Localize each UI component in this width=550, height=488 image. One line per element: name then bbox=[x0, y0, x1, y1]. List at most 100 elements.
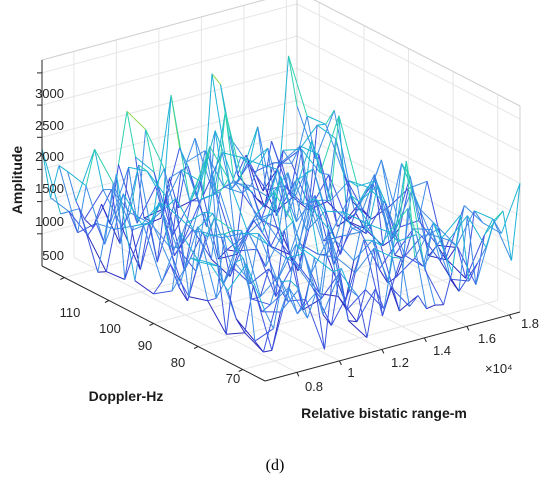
x-exponent-label: ×10⁴ bbox=[485, 361, 513, 376]
mesh-segment bbox=[202, 231, 222, 239]
mesh-segment bbox=[87, 235, 107, 272]
mesh-segment bbox=[201, 191, 221, 200]
mesh-segment bbox=[244, 285, 254, 333]
mesh-segment bbox=[247, 162, 267, 191]
mesh-segment bbox=[273, 191, 294, 223]
mesh-segment bbox=[358, 184, 379, 203]
mesh-segment bbox=[241, 230, 261, 297]
mesh-segment bbox=[185, 223, 195, 232]
y-tick-mark bbox=[60, 277, 65, 280]
mesh-segment bbox=[322, 268, 342, 315]
mesh-segment bbox=[405, 161, 416, 259]
grid-line bbox=[197, 277, 454, 347]
mesh-segment bbox=[361, 220, 382, 246]
mesh-segment bbox=[388, 208, 409, 233]
mesh-segment bbox=[142, 225, 163, 282]
mesh-segment bbox=[460, 215, 470, 282]
x-tick-mark bbox=[296, 372, 300, 377]
mesh-segment bbox=[280, 176, 290, 255]
mesh-segment bbox=[306, 115, 326, 125]
mesh-segment bbox=[348, 320, 357, 323]
mesh-segment bbox=[349, 289, 359, 298]
mesh-segment bbox=[114, 225, 134, 230]
mesh-segment bbox=[214, 216, 234, 231]
mesh-segment bbox=[291, 145, 301, 164]
z-tick-label: 2000 bbox=[35, 149, 64, 164]
mesh-segment bbox=[275, 261, 295, 297]
mesh-segment bbox=[194, 138, 204, 196]
mesh-segment bbox=[306, 210, 326, 232]
mesh-segment bbox=[118, 164, 138, 224]
mesh-segment bbox=[172, 199, 192, 236]
mesh-segment bbox=[382, 163, 403, 246]
mesh-segment bbox=[155, 168, 165, 187]
mesh-segment bbox=[94, 149, 104, 190]
y-tick-mark bbox=[193, 346, 199, 349]
mesh-segment bbox=[299, 243, 319, 255]
mesh-segment bbox=[316, 199, 336, 241]
mesh-segment bbox=[240, 156, 250, 165]
mesh-segment bbox=[180, 232, 200, 263]
mesh-segment bbox=[258, 233, 268, 245]
mesh-segment bbox=[308, 198, 317, 201]
mesh-segment bbox=[226, 249, 236, 252]
mesh-segment bbox=[288, 55, 308, 117]
mesh-segment bbox=[152, 95, 172, 222]
mesh-segment bbox=[149, 202, 160, 223]
mesh-segment bbox=[366, 288, 376, 338]
mesh-segment bbox=[262, 281, 283, 353]
mesh-segment bbox=[500, 183, 521, 234]
mesh-segment bbox=[328, 174, 338, 227]
mesh-segment bbox=[320, 172, 329, 176]
mesh-segment bbox=[253, 212, 273, 222]
mesh-segment bbox=[483, 218, 494, 236]
mesh-segment bbox=[78, 208, 99, 273]
mesh-segment bbox=[348, 180, 368, 188]
mesh-segment bbox=[223, 186, 243, 194]
mesh-segment bbox=[214, 130, 225, 187]
mesh-segment bbox=[134, 225, 144, 281]
mesh-segment bbox=[248, 147, 269, 165]
mesh-segment bbox=[163, 168, 174, 236]
mesh-segment bbox=[300, 205, 311, 270]
mesh-segment bbox=[443, 272, 453, 305]
mesh-segment bbox=[77, 222, 97, 234]
mesh-segment bbox=[418, 181, 428, 221]
mesh-segment bbox=[285, 181, 296, 218]
mesh-segment bbox=[220, 84, 240, 181]
mesh-segment bbox=[413, 228, 432, 231]
mesh-segment bbox=[261, 232, 272, 247]
mesh-segment bbox=[307, 292, 317, 319]
x-tick-label: 1 bbox=[347, 365, 354, 380]
mesh-segment bbox=[243, 185, 263, 233]
mesh-segment bbox=[282, 150, 293, 164]
mesh-segment bbox=[41, 148, 51, 198]
y-tick-label: 100 bbox=[99, 321, 121, 336]
mesh-segment bbox=[292, 221, 312, 274]
y-axis: 70 80 90 100 110 Doppler-Hz bbox=[60, 305, 241, 404]
mesh-segment bbox=[294, 181, 304, 205]
mesh-segment bbox=[485, 219, 495, 248]
mesh-segment bbox=[426, 304, 436, 310]
mesh-segment bbox=[431, 229, 451, 280]
mesh-segment bbox=[77, 185, 87, 233]
mesh-segment bbox=[129, 212, 150, 223]
mesh-segment bbox=[325, 210, 344, 213]
mesh-segment bbox=[131, 230, 141, 270]
surface-mesh bbox=[41, 55, 521, 353]
mesh-segment bbox=[340, 180, 350, 255]
axis-lines bbox=[37, 60, 521, 382]
mesh-segment bbox=[211, 73, 232, 190]
mesh-segment bbox=[295, 173, 306, 222]
mesh-segment bbox=[214, 130, 235, 181]
mesh-segment bbox=[197, 226, 207, 237]
mesh-segment bbox=[205, 217, 216, 237]
mesh-segment bbox=[67, 171, 77, 202]
mesh-segment bbox=[250, 185, 270, 199]
mesh-segment bbox=[243, 185, 253, 193]
mesh-segment bbox=[111, 189, 121, 244]
mesh-segment bbox=[466, 215, 477, 285]
mesh-segment bbox=[314, 195, 335, 266]
mesh-segment bbox=[227, 290, 237, 320]
z-tick-label: 500 bbox=[42, 248, 64, 263]
